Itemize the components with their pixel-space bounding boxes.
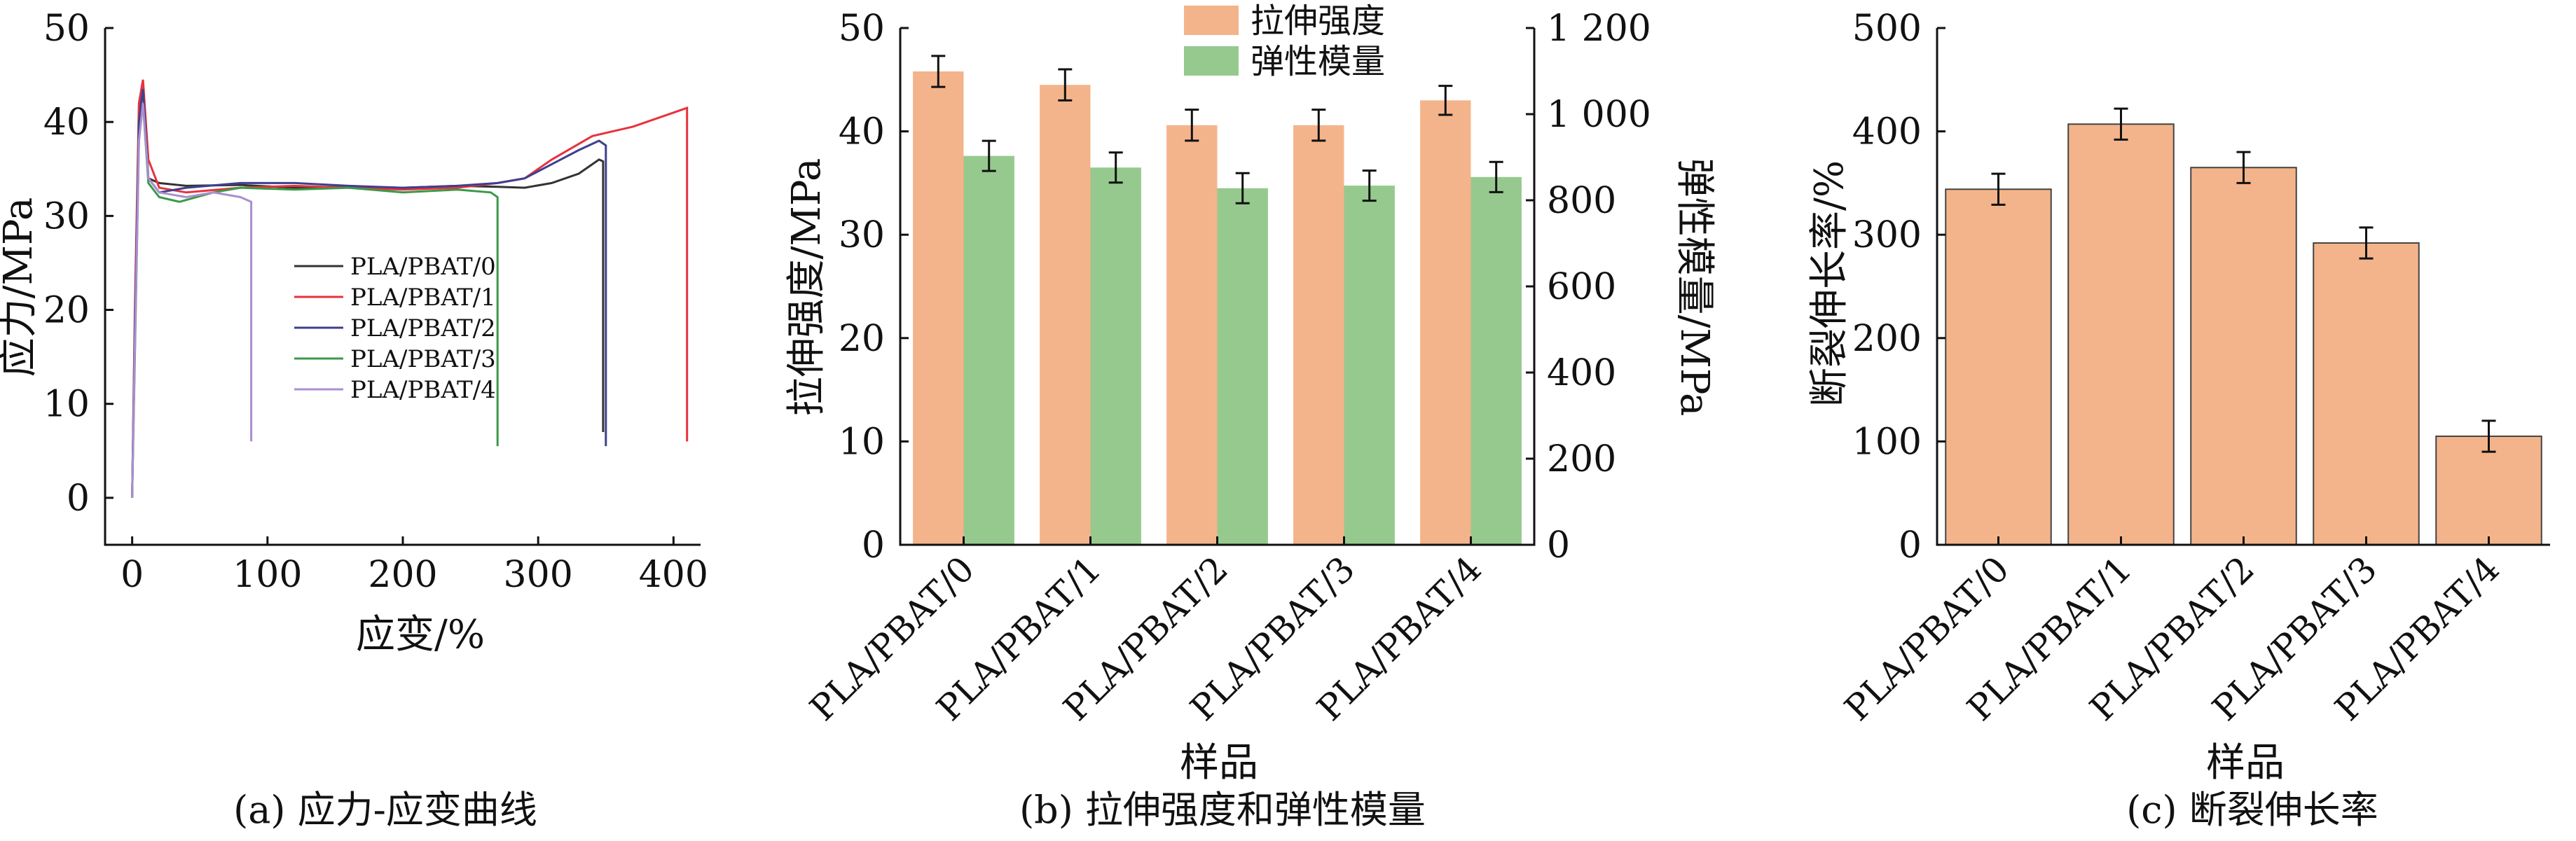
- caption-c: (c) 断裂伸长率: [2126, 788, 2378, 832]
- c-x-ticks: PLA/PBAT/0PLA/PBAT/1PLA/PBAT/2PLA/PBAT/3…: [1837, 536, 2507, 729]
- b-x-ticks: PLA/PBAT/0PLA/PBAT/1PLA/PBAT/2PLA/PBAT/3…: [802, 536, 1489, 729]
- elongation-chart: 0 100 200 300 400 500 PLA/PBAT/0PLA/PBAT/1PLA…: [1807, 8, 2550, 832]
- elongation-bar-0: [1945, 188, 2052, 545]
- a-x-tick-label: 200: [368, 554, 437, 596]
- b-y-right-tick-label: 1 000: [1547, 94, 1651, 136]
- strength-bar-2: [1166, 125, 1218, 545]
- elongation-bar-1: [2067, 123, 2175, 545]
- a-x-tick-label: 0: [120, 554, 144, 596]
- a-y-tick-label: 20: [43, 290, 90, 332]
- b-y-tick-label: 20: [839, 318, 885, 360]
- legend-label: PLA/PBAT/1: [350, 284, 496, 312]
- b-y-right-tick-label: 600: [1547, 266, 1616, 308]
- b-y-right-tick-label: 400: [1547, 352, 1616, 394]
- a-x-tick-label: 400: [639, 554, 708, 596]
- a-x-axis-label: 应变/%: [356, 612, 485, 658]
- strength-error-bar-0: [931, 55, 946, 88]
- modulus-error-bar-3: [1362, 169, 1377, 202]
- elongation-error-bar-1: [2114, 107, 2128, 141]
- a-y-tick-label: 30: [43, 195, 90, 237]
- strength-bar-1: [1040, 85, 1091, 545]
- b-x-axis-label: 样品: [1180, 740, 1258, 786]
- b-y-tick-label: 10: [839, 421, 885, 463]
- elongation-bar-2: [2190, 167, 2297, 545]
- elongation-error-bar-0: [1991, 172, 2006, 206]
- b-legend-swatch-1: [1184, 46, 1239, 76]
- b-y-tick-label: 0: [862, 524, 885, 567]
- c-y-ticks: 0 100 200 300 400 500: [1852, 8, 1945, 567]
- a-x-tick-label: 300: [504, 554, 573, 596]
- caption-b: (b) 拉伸强度和弹性模量: [1019, 788, 1426, 832]
- c-y-tick-label: 300: [1852, 214, 1922, 256]
- elongation-bar-3: [2313, 242, 2420, 545]
- a-x-ticks: 0 100 200 300 400: [120, 536, 708, 596]
- c-y-tick-label: 400: [1852, 111, 1922, 153]
- a-y-tick-label: 50: [43, 8, 90, 50]
- c-y-axis-label: 断裂伸长率/%: [1807, 160, 1852, 407]
- modulus-bar-3: [1344, 186, 1395, 545]
- b-y-axis-label-right: 弹性模量/MPa: [1672, 158, 1717, 417]
- b-legend-label: 弹性模量: [1251, 42, 1385, 81]
- c-bars: [1945, 107, 2542, 546]
- b-y-right-tick-label: 0: [1547, 524, 1570, 567]
- legend-label: PLA/PBAT/0: [350, 253, 496, 281]
- b-bars: [913, 55, 1522, 545]
- caption-a: (a) 应力-应变曲线: [233, 788, 537, 832]
- strength-bar-0: [913, 71, 964, 545]
- modulus-error-bar-2: [1235, 172, 1250, 204]
- curve-4: [131, 103, 253, 498]
- c-y-tick-label: 500: [1852, 8, 1922, 50]
- b-y-tick-label: 30: [839, 214, 885, 256]
- strength-error-bar-3: [1311, 109, 1326, 142]
- a-x-tick-label: 100: [233, 554, 302, 596]
- strength-error-bar-4: [1438, 85, 1453, 116]
- legend-label: PLA/PBAT/4: [350, 376, 496, 404]
- b-y-tick-label: 50: [839, 8, 885, 50]
- c-y-tick-label: 200: [1852, 318, 1922, 360]
- a-y-axis-label: 应力/MPa: [0, 197, 41, 377]
- elongation-error-bar-4: [2481, 419, 2496, 453]
- stress-strain-chart: 0 10 20 30 40 50 0 100 200 300 400 应力/MPa 应变/% PL…: [0, 8, 708, 832]
- legend-label: PLA/PBAT/2: [350, 314, 496, 342]
- modulus-bar-4: [1470, 176, 1522, 545]
- modulus-error-bar-1: [1108, 151, 1123, 184]
- elongation-error-bar-2: [2236, 151, 2251, 184]
- elongation-error-bar-3: [2359, 226, 2374, 260]
- strength-bar-4: [1420, 100, 1471, 545]
- b-y-right-tick-label: 800: [1547, 180, 1616, 222]
- b-y-right-tick-label: 200: [1547, 438, 1616, 480]
- strength-error-bar-2: [1185, 109, 1199, 142]
- a-y-ticks: 0 10 20 30 40 50: [43, 8, 113, 520]
- stress-strain-curves: [131, 79, 689, 498]
- modulus-error-bar-4: [1489, 160, 1503, 193]
- strength-error-bar-1: [1058, 68, 1073, 102]
- c-y-tick-label: 0: [1899, 524, 1922, 567]
- c-y-tick-label: 100: [1852, 421, 1922, 463]
- curve-2: [131, 89, 607, 498]
- c-x-axis-label: 样品: [2206, 740, 2285, 786]
- a-y-tick-label: 0: [67, 478, 90, 520]
- elongation-bar-4: [2435, 436, 2542, 546]
- modulus-bar-2: [1217, 188, 1268, 545]
- b-y-ticks-left: 0 10 20 30 40 50: [839, 8, 909, 567]
- b-legend-label: 拉伸强度: [1251, 1, 1385, 41]
- b-y-right-tick-label: 1 200: [1547, 8, 1651, 50]
- modulus-bar-1: [1090, 167, 1141, 545]
- a-y-tick-label: 40: [43, 102, 90, 144]
- a-axes-frame: [104, 28, 701, 546]
- b-y-axis-label-left: 拉伸强度/MPa: [784, 158, 829, 417]
- modulus-error-bar-0: [982, 139, 996, 172]
- strength-modulus-chart: 0 10 20 30 40 50 0 200 400 600 800 1 000 1 200 PLA/…: [784, 1, 1717, 832]
- b-y-ticks-right: 0 200 400 600 800 1 000 1 200: [1526, 8, 1651, 567]
- modulus-bar-0: [963, 155, 1014, 545]
- b-legend-swatch-0: [1184, 6, 1239, 35]
- strength-bar-3: [1293, 125, 1344, 545]
- a-y-tick-label: 10: [43, 384, 90, 426]
- legend-label: PLA/PBAT/3: [350, 345, 496, 373]
- b-y-tick-label: 40: [839, 111, 885, 153]
